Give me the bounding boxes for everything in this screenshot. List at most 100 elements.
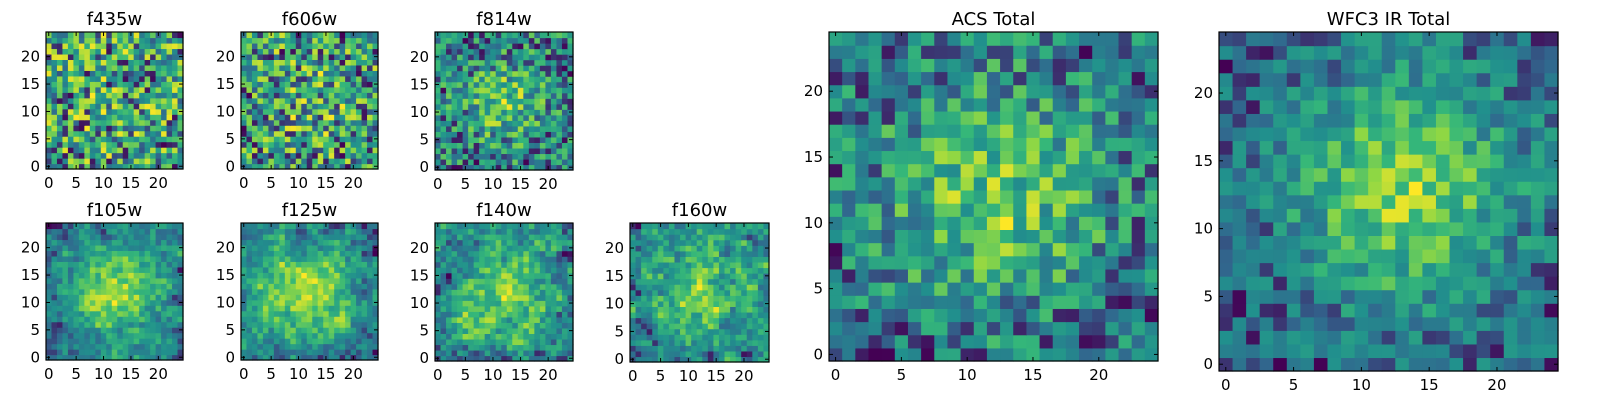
heatmap-cell (758, 256, 764, 262)
heatmap-cell (719, 229, 725, 235)
heatmap-cell (117, 294, 123, 300)
heatmap-cell (101, 43, 107, 49)
heatmap-cell (296, 81, 302, 87)
heatmap-cell (529, 245, 535, 251)
heatmap-cell (279, 267, 285, 273)
heatmap-cell (307, 256, 313, 262)
heatmap-cell (686, 345, 692, 351)
heatmap-cell (329, 228, 335, 234)
y-tick-label: 5 (225, 321, 235, 339)
heatmap-cell (702, 345, 708, 351)
heatmap-cell (435, 289, 441, 295)
heatmap-cell (139, 142, 145, 148)
heatmap-cell (345, 234, 351, 240)
heatmap-cell (84, 37, 90, 43)
heatmap-cell (150, 234, 156, 240)
x-tick-label: 15 (316, 174, 335, 192)
heatmap-cell (123, 322, 129, 328)
heatmap-cell (1026, 150, 1040, 164)
heatmap-cell (490, 229, 496, 235)
heatmap-cell (57, 256, 63, 262)
heatmap-cell (457, 142, 463, 148)
heatmap-cell (268, 322, 274, 328)
heatmap-cell (139, 65, 145, 71)
heatmap-cell (145, 98, 151, 104)
heatmap-cell (301, 349, 307, 355)
heatmap-cell (551, 109, 557, 115)
heatmap-cell (263, 349, 269, 355)
heatmap-cell (947, 348, 961, 362)
heatmap-cell (62, 87, 68, 93)
heatmap-cell (329, 32, 335, 38)
heatmap-cell (279, 87, 285, 93)
heatmap-cell (457, 104, 463, 110)
heatmap-cell (307, 283, 313, 289)
heatmap-cell (62, 250, 68, 256)
heatmap-cell (556, 278, 562, 284)
heatmap-cell (987, 177, 1001, 191)
heatmap-cell (652, 312, 658, 318)
heatmap-cell (351, 70, 357, 76)
heatmap-cell (468, 284, 474, 290)
heatmap-cell (545, 104, 551, 110)
heatmap-cell (441, 306, 447, 312)
heatmap-cell (340, 87, 346, 93)
heatmap-cell (340, 305, 346, 311)
heatmap-cell (1013, 335, 1027, 349)
heatmap-cell (947, 322, 961, 336)
heatmap-cell (172, 327, 178, 333)
heatmap-cell (556, 306, 562, 312)
heatmap-cell (279, 256, 285, 262)
heatmap-cell (479, 317, 485, 323)
heatmap-cell (641, 229, 647, 235)
heatmap-cell (562, 278, 568, 284)
heatmap-cell (507, 49, 513, 55)
heatmap-cell (167, 256, 173, 262)
heatmap-cell (457, 87, 463, 93)
heatmap-cell (296, 48, 302, 54)
heatmap-cell (485, 120, 491, 126)
heatmap-cell (167, 223, 173, 229)
heatmap-cell (730, 323, 736, 329)
heatmap-cell (747, 273, 753, 279)
heatmap-cell (106, 70, 112, 76)
heatmap-cell (117, 70, 123, 76)
heatmap-cell (296, 250, 302, 256)
heatmap-cell (172, 256, 178, 262)
heatmap-cell (479, 148, 485, 154)
heatmap-cell (507, 339, 513, 345)
heatmap-cell (562, 109, 568, 115)
heatmap-cell (463, 109, 469, 115)
heatmap-cell (257, 153, 263, 159)
heatmap-cell (101, 256, 107, 262)
heatmap-cell (340, 158, 346, 164)
heatmap-cell (296, 333, 302, 339)
heatmap-cell (534, 32, 540, 38)
heatmap-cell (674, 312, 680, 318)
heatmap-cell (68, 70, 74, 76)
heatmap-cell (507, 65, 513, 71)
heatmap-cell (647, 329, 653, 335)
heatmap-cell (551, 32, 557, 38)
heatmap-cell (758, 340, 764, 346)
heatmap-cell (485, 76, 491, 82)
heatmap-cell (329, 311, 335, 317)
heatmap-cell (57, 305, 63, 311)
heatmap-cell (446, 267, 452, 273)
heatmap-cell (301, 158, 307, 164)
heatmap-cell (1053, 216, 1067, 230)
heatmap-cell (1105, 243, 1119, 257)
heatmap-cell (112, 333, 118, 339)
heatmap-cell (468, 126, 474, 132)
heatmap-cell (636, 245, 642, 251)
heatmap-cell (252, 322, 258, 328)
heatmap-cell (145, 234, 151, 240)
heatmap-cell (68, 114, 74, 120)
heatmap-cell (323, 300, 329, 306)
heatmap-cell (323, 289, 329, 295)
heatmap-cell (356, 305, 362, 311)
heatmap-cell (68, 59, 74, 65)
heatmap-cell (252, 261, 258, 267)
heatmap-cell (674, 345, 680, 351)
